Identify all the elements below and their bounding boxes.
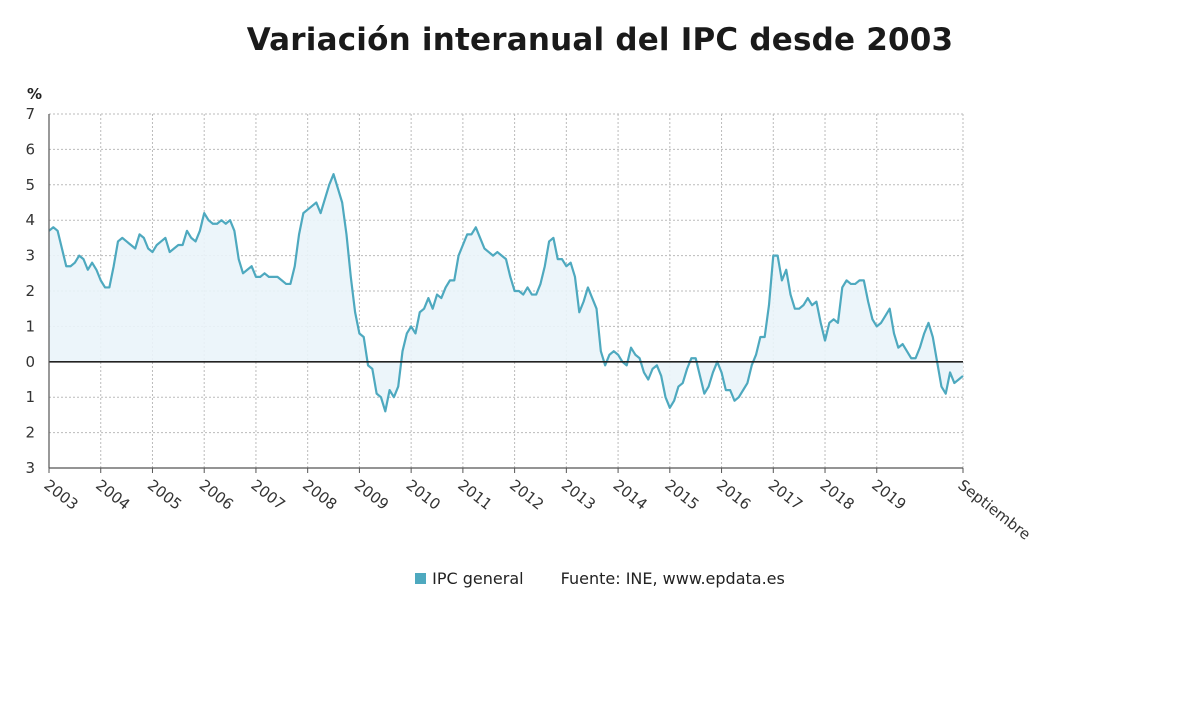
x-tick-label: 2003 (41, 476, 82, 514)
chart-title: Variación interanual del IPC desde 2003 (246, 22, 954, 58)
y-tick-label: 7 (25, 105, 35, 123)
x-tick-label: 2006 (196, 476, 237, 514)
x-tick-labels: 2003 2004 2005 2006 2007 2008 2009 2010 2011 2012… (41, 476, 1034, 544)
y-axis-unit-label: % (27, 85, 42, 103)
x-tick-label: 2013 (558, 476, 599, 514)
x-tick-label: 2014 (610, 476, 651, 514)
x-tick-label: 2004 (92, 476, 133, 514)
x-tick-label: 2012 (506, 476, 547, 514)
y-tick-label: 4 (25, 211, 35, 229)
x-tick-label: 2010 (403, 476, 444, 514)
y-tick-label: 6 (25, 140, 35, 158)
x-tick-label: 2017 (765, 476, 806, 514)
x-tick-label: Septiembre (955, 476, 1034, 544)
axes (48, 114, 964, 473)
x-tick-label: 2005 (144, 476, 185, 514)
x-tick-label: 2015 (661, 476, 702, 514)
x-tick-label: 2008 (299, 476, 340, 514)
x-tick-label: 2019 (868, 476, 909, 514)
area-fill-ipc-general (49, 174, 963, 412)
y-tick-label: 1 (25, 317, 35, 335)
x-tick-label: 2009 (351, 476, 392, 514)
legend-item-ipc-general[interactable]: IPC general (415, 569, 524, 588)
y-tick-label: 3 (25, 459, 35, 477)
legend-source-text: Fuente: INE, www.epdata.es (560, 569, 785, 588)
y-tick-label: 1 (25, 388, 35, 406)
y-tick-labels: 7 6 5 4 3 2 1 0 1 2 3 (25, 105, 35, 477)
y-tick-label: 0 (25, 353, 35, 371)
y-tick-label: 3 (25, 247, 35, 265)
chart-plot: 7 6 5 4 3 2 1 0 1 2 3 2003 2004 2005 2006 2007 2008 2009… (25, 85, 1034, 544)
legend-series-label: IPC general (432, 569, 524, 588)
x-tick-label: 2011 (454, 476, 495, 514)
y-tick-label: 2 (25, 282, 35, 300)
y-tick-label: 2 (25, 424, 35, 442)
series-line-ipc-general (48, 173, 964, 413)
legend: IPC general Fuente: INE, www.epdata.es (0, 568, 1200, 588)
x-tick-label: 2007 (247, 476, 288, 514)
y-tick-label: 5 (25, 176, 35, 194)
x-tick-label: 2016 (713, 476, 754, 514)
legend-swatch-icon (415, 573, 427, 584)
x-tick-label: 2018 (817, 476, 858, 514)
